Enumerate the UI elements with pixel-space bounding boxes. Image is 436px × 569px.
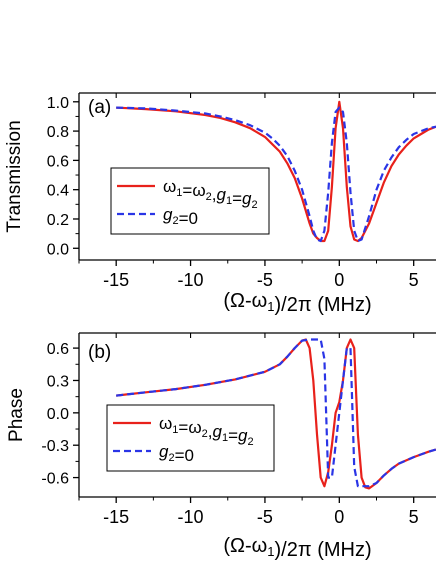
series-line-g2zero (116, 106, 436, 243)
y-tick-label: 0.3 (47, 373, 69, 390)
x-tick-label: 0 (334, 507, 344, 527)
y-tick-label: 0.2 (47, 212, 69, 229)
x-tick-label: -10 (178, 507, 204, 527)
panel-transmission: -15 -10 -5 0 5 0.0 0.2 0.4 0.6 0.8 1.0 (Ω-ω1)/2π (M… (4, 92, 436, 316)
y-tick-label: 0.0 (47, 406, 69, 423)
legend-label-g2zero: g2=0 (159, 442, 194, 465)
legend-label-equal: ω1=ω2,g1=g2 (163, 177, 258, 211)
panel-label: (b) (88, 342, 111, 363)
series-line-g2zero (116, 338, 436, 488)
panel-phase: -15 -10 -5 0 5 -0.6 -0.3 0.0 0.3 0.6 (Ω-ω1)/2π (MH… (6, 332, 436, 561)
panel-label: (a) (88, 97, 111, 118)
x-tick-label: -5 (257, 507, 273, 527)
series-line-equal (116, 338, 436, 490)
y-axis-label: Transmission (4, 120, 25, 232)
y-tick-label: 0.4 (47, 183, 69, 200)
x-tick-label: -15 (103, 270, 129, 290)
x-tick-label: -5 (257, 270, 273, 290)
x-tick-label: 0 (334, 270, 344, 290)
x-tick-label: 5 (409, 507, 419, 527)
x-tick-label: -15 (103, 507, 129, 527)
legend-label-g2zero: g2=0 (163, 205, 198, 228)
x-axis-label: (Ω-ω1)/2π (MHz) (223, 290, 371, 316)
y-tick-label: 0.6 (47, 153, 69, 170)
legend-box (106, 404, 275, 472)
legend-box (110, 167, 270, 235)
y-tick-label: 1.0 (47, 95, 69, 112)
y-tick-label: -0.6 (41, 471, 69, 488)
x-tick-label: -10 (178, 270, 204, 290)
y-tick-label: 0.6 (47, 341, 69, 358)
y-tick-label: -0.3 (41, 438, 69, 455)
series-line-equal (116, 100, 436, 243)
legend-label-equal: ω1=ω2,g1=g2 (159, 414, 254, 448)
y-axis-label: Phase (6, 388, 27, 442)
y-tick-label: 0.0 (47, 241, 69, 258)
x-axis-label: (Ω-ω1)/2π (MHz) (223, 535, 371, 561)
x-tick-label: 5 (409, 270, 419, 290)
y-tick-label: 0.8 (47, 124, 69, 141)
